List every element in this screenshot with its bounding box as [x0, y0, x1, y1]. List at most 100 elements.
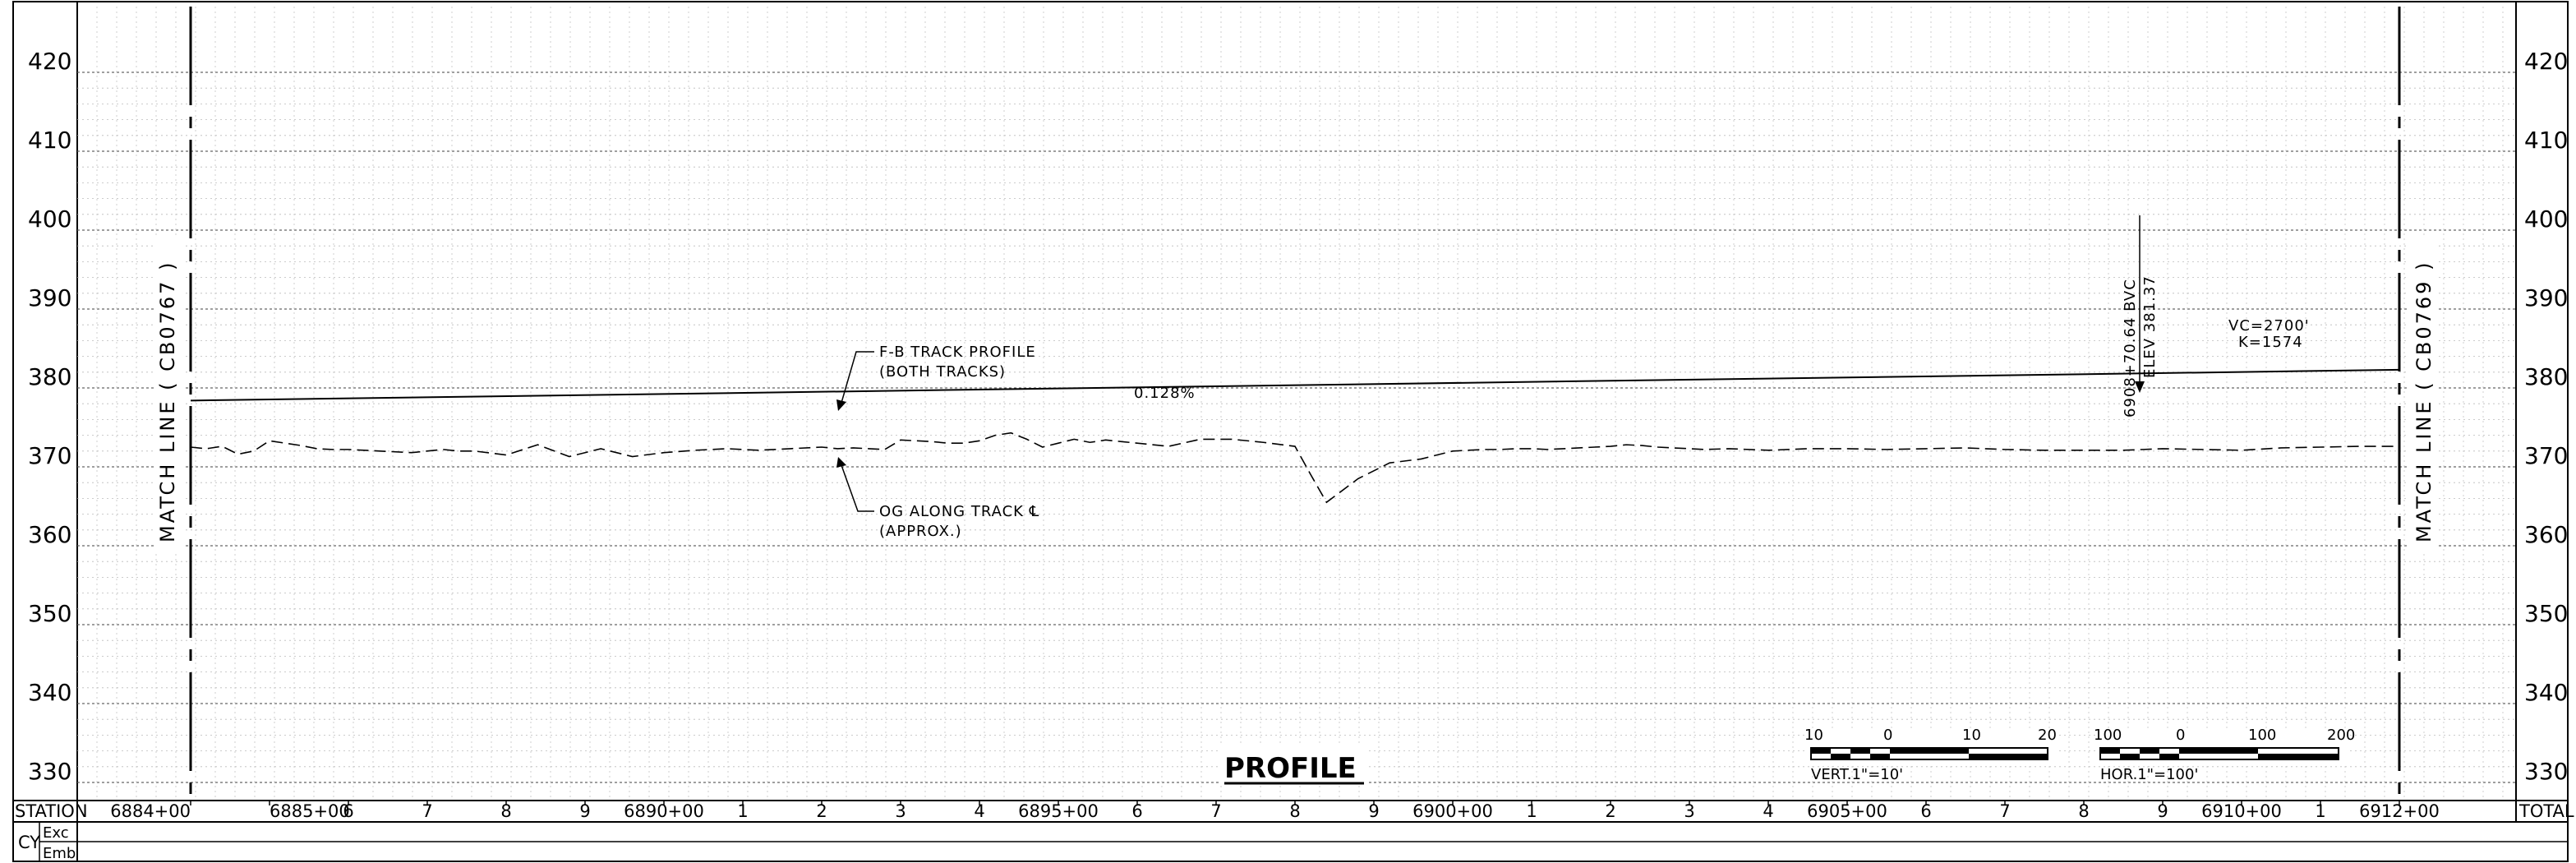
elevation-label: 360	[28, 521, 71, 548]
horizontal-scale-bar: 100 0 100 200 HOR.1"=100'	[2094, 727, 2355, 783]
station-label: 6	[1131, 801, 1142, 821]
bvc-station-label: 6908+70.64 BVC	[2122, 279, 2139, 418]
station-label: 9	[579, 801, 590, 821]
elevation-label: 330	[2524, 758, 2568, 785]
station-header: STATION	[15, 801, 88, 821]
elevation-label: 340	[2524, 679, 2568, 706]
vert-scale-tick-1: 10	[1804, 727, 1823, 744]
station-label: 6884+00	[110, 801, 191, 821]
k-value-label: K=1574	[2238, 334, 2303, 351]
station-label: 1	[2315, 801, 2325, 821]
elevation-label: 410	[28, 127, 71, 154]
station-label: 6885+00	[270, 801, 350, 821]
station-label: 1	[1526, 801, 1537, 821]
station-label: 1	[737, 801, 748, 821]
station-label: 8	[2078, 801, 2089, 821]
station-label: 2	[816, 801, 827, 821]
elevation-label: 370	[2524, 442, 2568, 469]
hor-scale-seg-6	[2258, 754, 2339, 759]
elevation-label: 350	[28, 600, 71, 627]
hor-scale-seg-5	[2179, 748, 2258, 754]
og-callout-arrowhead	[836, 457, 846, 468]
station-label: 9	[2157, 801, 2168, 821]
track-callout-arrowhead	[836, 399, 846, 411]
profile-lines	[190, 368, 2400, 504]
station-label: 4	[974, 801, 984, 821]
match-line-left-label: MATCH LINE ( CB0767 )	[156, 261, 179, 542]
elevation-label: 390	[28, 284, 71, 312]
profile-grid	[77, 7, 2516, 801]
elevation-label: 390	[2524, 284, 2568, 312]
og-sublabel: (APPROX.)	[879, 523, 962, 540]
match-label-right-bg	[2409, 238, 2439, 551]
hor-scale-seg-2	[2120, 754, 2140, 759]
station-label: 6	[1920, 801, 1931, 821]
vert-scale-seg-1	[1811, 748, 1831, 754]
elevation-label: 340	[28, 679, 71, 706]
total-header: TOTAL	[2518, 801, 2574, 821]
emb-label: Emb	[43, 845, 76, 862]
vert-scale-tick-2: 0	[1883, 727, 1892, 744]
sheet-border	[12, 1, 2569, 862]
station-label: 4	[1763, 801, 1773, 821]
station-label: 2	[1605, 801, 1615, 821]
og-callout-leader	[841, 464, 874, 512]
elevation-label: 350	[2524, 600, 2568, 627]
track-profile-callout: F-B TRACK PROFILE (BOTH TRACKS)	[836, 344, 1036, 411]
match-line-right-label: MATCH LINE ( CB0769 )	[2412, 261, 2435, 542]
vert-scale-seg-3	[1850, 748, 1870, 754]
elevation-axis-right: 330 340 350 360 370 380 390 400 410 420	[2524, 48, 2568, 785]
station-label: 8	[500, 801, 511, 821]
vertical-scale-bar: 10 0 10 20 VERT.1"=10'	[1804, 727, 2058, 783]
vert-scale-seg-5	[1890, 748, 1969, 754]
og-callout: OG ALONG TRACK ℄ (APPROX.)	[836, 457, 1039, 540]
station-label: 8	[1289, 801, 1300, 821]
elevation-label: 420	[2524, 48, 2568, 75]
station-strip: STATION TOTAL CY Exc Emb 6884+00 6885+006…	[13, 800, 2574, 862]
elevation-label: 370	[28, 442, 71, 469]
hor-scale-tick-1: 100	[2094, 727, 2122, 744]
bvc-elev-label: ELEV 381.37	[2141, 275, 2159, 378]
match-label-left-bg	[154, 238, 184, 551]
hor-scale-tick-2: 0	[2176, 727, 2185, 744]
vert-scale-tick-4: 20	[2038, 727, 2057, 744]
vert-scale-tick-3: 10	[1962, 727, 1981, 744]
profile-title: PROFILE	[1224, 752, 1357, 785]
cy-label: CY	[18, 833, 40, 852]
elevation-label: 410	[2524, 127, 2568, 154]
elevation-label: 380	[28, 363, 71, 390]
hor-scale-seg-4	[2159, 754, 2179, 759]
elevation-label: 330	[28, 758, 71, 785]
elevation-label: 400	[28, 205, 71, 233]
hor-scale-label: HOR.1"=100'	[2100, 766, 2198, 783]
elevation-label: 400	[2524, 205, 2568, 233]
hor-scale-seg-1	[2100, 748, 2120, 754]
elevation-axis-left: 330 340 350 360 370 380 390 400 410 420	[28, 48, 71, 785]
track-profile-line	[190, 368, 2400, 402]
station-label: 9	[1368, 801, 1379, 821]
vert-scale-seg-6	[1969, 754, 2048, 759]
bvc-arrowhead	[2135, 381, 2145, 393]
elevation-label: 420	[28, 48, 71, 75]
station-label: 3	[1684, 801, 1694, 821]
station-label: 3	[895, 801, 906, 821]
vert-scale-seg-2	[1831, 754, 1850, 759]
station-label: 7	[1999, 801, 2010, 821]
elevation-label: 360	[2524, 521, 2568, 548]
hor-scale-tick-3: 100	[2248, 727, 2276, 744]
station-label: 7	[422, 801, 432, 821]
hor-scale-tick-4: 200	[2327, 727, 2355, 744]
grade-label: 0.128%	[1134, 385, 1196, 402]
track-callout-leader	[841, 351, 874, 404]
station-label: 7	[1210, 801, 1221, 821]
track-profile-label: F-B TRACK PROFILE	[879, 344, 1036, 361]
exc-label: Exc	[43, 824, 69, 842]
station-label: 6	[343, 801, 353, 821]
title-bg	[1219, 745, 1369, 786]
og-label: OG ALONG TRACK ℄	[879, 503, 1039, 520]
station-labels: 6884+00 6885+006 7 8 9 6890+00 1 2 3 4 6895+00 6 7 8 9…	[110, 801, 2440, 821]
og-ground-line	[190, 432, 2399, 504]
vert-scale-seg-4	[1870, 754, 1890, 759]
vc-length-label: VC=2700'	[2228, 317, 2310, 335]
